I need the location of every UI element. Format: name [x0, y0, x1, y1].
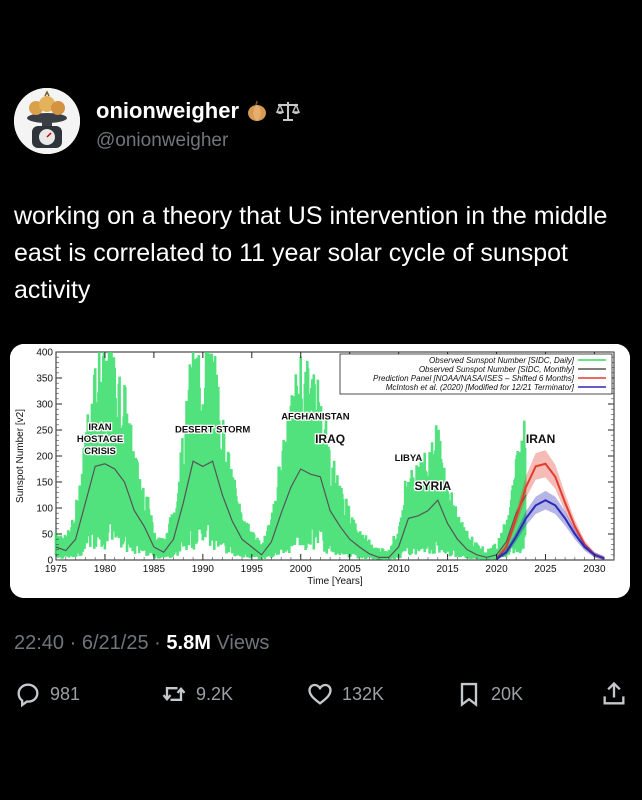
annotation-label: DESERT STORM	[175, 425, 250, 436]
x-tick-label: 2010	[388, 564, 411, 575]
action-bar: 981 9.2K 132K 20K	[0, 680, 642, 714]
sunspot-chart: Time [Years] Sunspot Number [v2] 1975 1980…	[10, 344, 630, 598]
y-tick-label: 350	[36, 374, 53, 385]
repost-count: 9.2K	[196, 683, 234, 704]
y-tick-label: 50	[42, 530, 54, 541]
display-name-row[interactable]: onionweigher	[96, 98, 301, 124]
x-tick-label: 2030	[583, 564, 606, 575]
annotation-label: SYRIA	[415, 479, 452, 493]
views-label: Views	[216, 632, 270, 654]
x-tick-label: 2020	[485, 564, 508, 575]
chart-ticks: 1975 1980 1985 1990 1995 2000 2005 2010 2015 2020…	[36, 348, 615, 575]
y-tick-label: 100	[36, 504, 53, 515]
legend-box	[339, 353, 613, 395]
repost-button[interactable]: 9.2K	[160, 680, 233, 708]
series-lines	[55, 450, 605, 560]
share-button[interactable]	[600, 680, 628, 708]
x-tick-label: 1975	[45, 564, 68, 575]
x-tick-label: 2025	[534, 564, 557, 575]
handle[interactable]: @onionweigher	[96, 130, 229, 151]
x-tick-label: 2000	[290, 564, 313, 575]
share-icon	[603, 681, 625, 705]
y-tick-label: 250	[36, 426, 53, 437]
annotation-label: HOSTAGE	[77, 434, 123, 445]
legend-entry: Observed Sunspot Number [SIDC, Daily]	[429, 356, 575, 365]
annotation-label: AFGHANISTAN	[281, 412, 350, 423]
bookmark-button[interactable]: 20K	[455, 680, 523, 708]
meta-sep: ·	[154, 632, 161, 654]
reply-count: 981	[50, 683, 81, 704]
tweet-text: working on a theory that US intervention…	[14, 202, 608, 304]
tweet-time[interactable]: 22:40	[14, 632, 65, 654]
x-tick-label: 1985	[143, 564, 166, 575]
bookmark-count: 20K	[491, 683, 524, 704]
x-tick-label: 2015	[436, 564, 459, 575]
y-tick-label: 300	[36, 400, 53, 411]
x-tick-label: 1995	[241, 564, 264, 575]
avatar[interactable]	[14, 88, 80, 154]
annotation-label: CRISIS	[84, 446, 116, 457]
series-prediction-panel	[495, 462, 605, 560]
heart-icon	[308, 683, 332, 705]
reply-icon	[17, 683, 39, 708]
x-tick-label: 1980	[94, 564, 117, 575]
legend-entry: McIntosh et al. (2020) [Modified for 12/…	[386, 383, 575, 392]
annotation-label: IRAQ	[315, 432, 345, 446]
chart-image[interactable]: Time [Years] Sunspot Number [v2] 1975 1980…	[10, 344, 630, 598]
legend-entry: Prediction Panel [NOAA/NASA/ISES – Shift…	[373, 374, 575, 383]
annotation-label: IRAN	[526, 432, 555, 446]
meta-sep: ·	[69, 632, 77, 654]
series-mcintosh	[495, 499, 605, 560]
bookmark-icon	[460, 682, 478, 707]
x-axis-label: Time [Years]	[307, 576, 363, 587]
repost-icon	[162, 686, 186, 702]
scales-emoji-icon	[275, 102, 301, 121]
series-observed-monthly	[55, 460, 527, 559]
y-axis-label: Sunspot Number [v2]	[15, 409, 26, 503]
annotation-label: LIBYA	[395, 453, 423, 464]
y-tick-label: 150	[36, 478, 53, 489]
like-button[interactable]: 132K	[306, 680, 384, 708]
x-tick-label: 1990	[192, 564, 215, 575]
tweet-date[interactable]: 6/21/25	[81, 632, 149, 654]
y-tick-label: 200	[36, 452, 53, 463]
display-name[interactable]: onionweigher	[96, 98, 239, 123]
tweet-meta: 22:40 · 6/21/25 · 5.8M Views	[14, 632, 269, 655]
annotation-label: IRAN	[88, 422, 111, 433]
chart-legend: Observed Sunspot Number [SIDC, Daily]Obs…	[339, 353, 613, 395]
x-tick-label: 2005	[339, 564, 362, 575]
onion-scale-avatar-icon	[14, 88, 80, 154]
y-tick-label: 400	[36, 348, 53, 359]
view-count: 5.8M	[166, 632, 211, 654]
like-count: 132K	[342, 683, 385, 704]
onion-emoji-icon	[248, 100, 266, 121]
legend-entry: Observed Sunspot Number [SIDC, Monthly]	[419, 365, 575, 374]
reply-button[interactable]: 981	[14, 680, 80, 708]
y-tick-label: 0	[47, 556, 53, 567]
